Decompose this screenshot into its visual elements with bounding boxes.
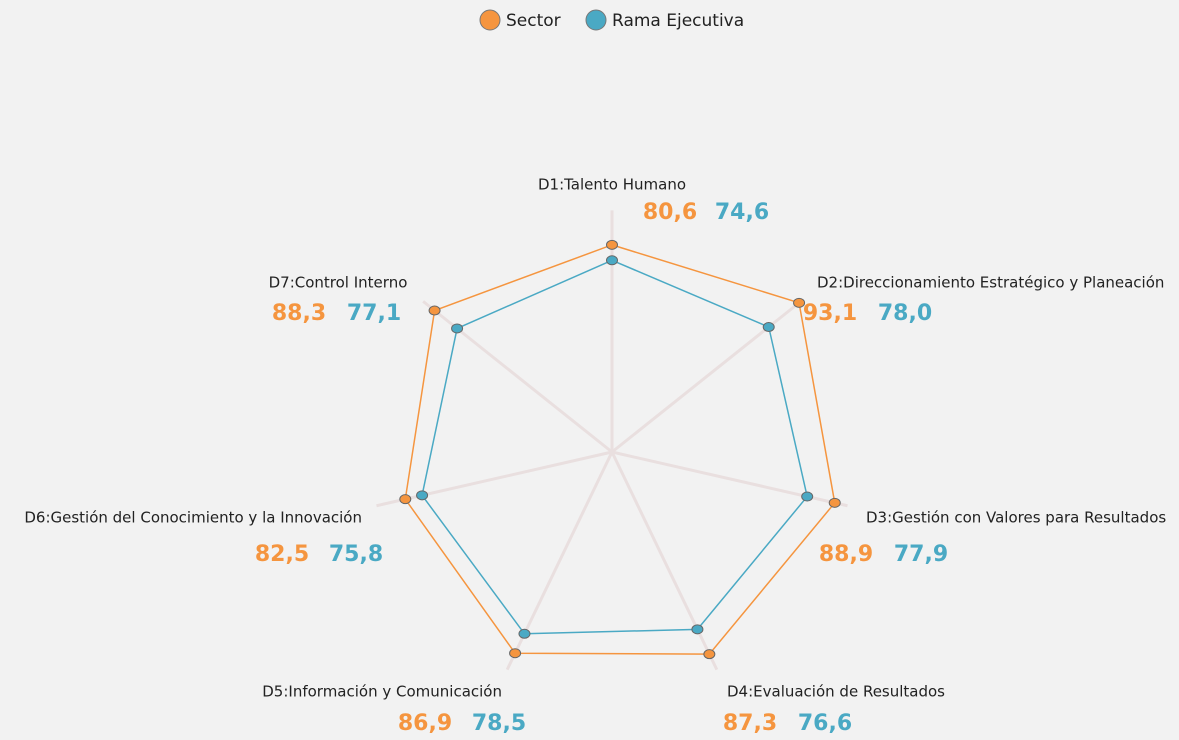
series-line (421, 259, 808, 635)
data-label: 78,5 (472, 711, 526, 736)
legend-label: Rama Ejecutiva (612, 11, 744, 31)
data-point (606, 239, 618, 250)
data-point (691, 624, 704, 635)
data-point (762, 322, 775, 333)
category-label: D5:Información y Comunicación (262, 683, 502, 701)
data-point (518, 628, 531, 639)
data-point (399, 494, 412, 505)
data-label: 76,6 (798, 711, 852, 736)
data-point (428, 305, 441, 316)
spoke (610, 451, 719, 671)
category-label: D1:Talento Humano (538, 176, 686, 194)
legend-swatch (479, 9, 501, 31)
category-label: D2:Direccionamiento Estratégico y Planea… (817, 274, 1164, 292)
legend-swatch (585, 9, 607, 31)
data-label: 88,3 (272, 301, 326, 326)
series-line (404, 244, 836, 655)
data-point (451, 323, 464, 334)
data-label: 78,0 (878, 301, 932, 326)
spoke (422, 300, 613, 454)
data-point (793, 297, 806, 308)
data-label: 87,3 (723, 711, 777, 736)
data-label: 88,9 (819, 542, 873, 567)
data-label: 74,6 (715, 200, 769, 225)
legend-label: Sector (506, 11, 561, 31)
spoke (376, 450, 613, 508)
data-point (801, 491, 814, 502)
category-label: D7:Control Interno (269, 274, 408, 292)
data-label: 77,9 (894, 542, 948, 567)
data-point (703, 649, 716, 660)
data-label: 82,5 (255, 542, 309, 567)
data-label: 93,1 (803, 301, 857, 326)
data-point (416, 490, 429, 501)
data-label: 75,8 (329, 542, 383, 567)
data-label: 86,9 (398, 711, 452, 736)
category-label: D6:Gestión del Conocimiento y la Innovac… (24, 509, 362, 527)
data-label: 77,1 (347, 301, 401, 326)
data-label: 80,6 (643, 200, 697, 225)
data-point (509, 648, 522, 659)
data-point (606, 255, 618, 266)
category-label: D3:Gestión con Valores para Resultados (866, 509, 1166, 527)
category-label: D4:Evaluación de Resultados (727, 683, 945, 701)
data-point (828, 497, 841, 508)
